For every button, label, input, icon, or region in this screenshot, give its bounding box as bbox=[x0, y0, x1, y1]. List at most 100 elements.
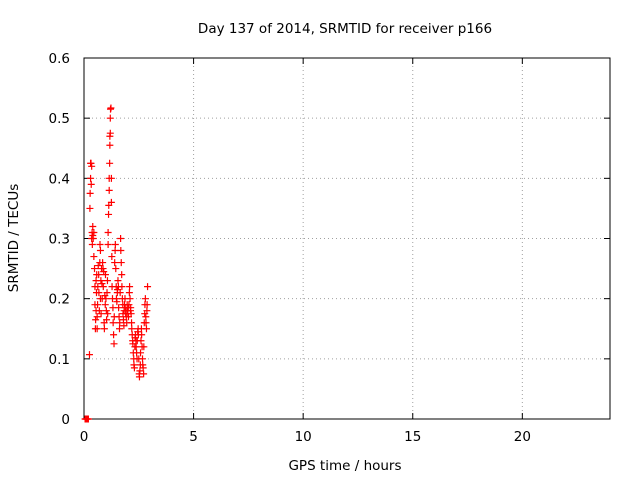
data-point bbox=[87, 174, 95, 182]
data-point bbox=[107, 174, 115, 182]
data-point bbox=[117, 259, 125, 267]
data-point bbox=[104, 228, 112, 236]
data-point bbox=[91, 265, 99, 273]
chart-title: Day 137 of 2014, SRMTID for receiver p16… bbox=[198, 21, 492, 37]
data-point bbox=[96, 247, 104, 255]
data-point bbox=[128, 325, 136, 333]
data-point bbox=[108, 253, 116, 261]
data-point bbox=[104, 241, 112, 249]
data-point bbox=[101, 301, 109, 309]
data-point bbox=[118, 271, 126, 279]
data-point bbox=[127, 310, 135, 318]
data-point bbox=[106, 159, 114, 167]
data-point bbox=[141, 295, 149, 303]
data-point bbox=[115, 304, 123, 312]
x-tick-label: 20 bbox=[514, 429, 531, 445]
data-point bbox=[126, 283, 134, 291]
data-point bbox=[88, 241, 96, 249]
data-point bbox=[106, 114, 114, 122]
data-point bbox=[135, 373, 143, 381]
y-tick-label: 0.2 bbox=[49, 292, 70, 308]
data-point bbox=[138, 331, 146, 339]
data-point bbox=[94, 262, 102, 270]
data-point bbox=[106, 129, 114, 137]
data-point bbox=[142, 313, 150, 321]
data-point bbox=[87, 180, 95, 188]
data-point bbox=[137, 337, 145, 345]
data-point bbox=[143, 307, 151, 315]
data-point bbox=[99, 265, 107, 273]
data-point bbox=[92, 316, 100, 324]
x-tick-label: 10 bbox=[295, 429, 312, 445]
data-point bbox=[125, 289, 133, 297]
data-point bbox=[87, 159, 95, 167]
data-point bbox=[137, 349, 145, 357]
data-point bbox=[115, 313, 123, 321]
data-point bbox=[95, 271, 103, 279]
data-point bbox=[88, 162, 96, 170]
data-point bbox=[114, 277, 122, 285]
data-point bbox=[98, 280, 106, 288]
data-point bbox=[127, 304, 135, 312]
grid bbox=[84, 58, 610, 419]
data-point bbox=[139, 355, 147, 363]
data-points bbox=[81, 104, 152, 423]
data-point bbox=[99, 259, 107, 267]
data-point bbox=[102, 307, 110, 315]
data-point bbox=[136, 367, 144, 375]
data-point bbox=[85, 351, 93, 359]
y-tick-label: 0.4 bbox=[49, 171, 70, 187]
data-point bbox=[86, 189, 94, 197]
data-point bbox=[118, 283, 126, 291]
data-point bbox=[111, 259, 119, 267]
data-point bbox=[143, 301, 151, 309]
data-point bbox=[97, 310, 105, 318]
data-point bbox=[116, 319, 124, 327]
x-axis-label: GPS time / hours bbox=[288, 458, 401, 474]
data-point bbox=[126, 295, 134, 303]
data-point bbox=[102, 295, 110, 303]
y-tick-label: 0.6 bbox=[49, 51, 70, 67]
y-tick-label: 0.1 bbox=[49, 352, 70, 368]
y-axis-label: SRMTID / TECUs bbox=[6, 184, 22, 292]
x-tick-label: 15 bbox=[404, 429, 421, 445]
data-point bbox=[105, 186, 113, 194]
data-point bbox=[109, 319, 117, 327]
data-point bbox=[94, 301, 102, 309]
data-point bbox=[103, 316, 111, 324]
data-point bbox=[90, 253, 98, 261]
data-point bbox=[84, 415, 92, 423]
x-tick-label: 0 bbox=[80, 429, 89, 445]
data-point bbox=[110, 331, 118, 339]
data-point bbox=[117, 235, 125, 242]
data-point bbox=[139, 364, 147, 372]
y-tick-label: 0.5 bbox=[49, 111, 70, 127]
data-point bbox=[93, 325, 101, 333]
data-point bbox=[101, 271, 109, 279]
data-point bbox=[105, 210, 113, 218]
data-point bbox=[107, 104, 115, 112]
y-tick-label: 0.3 bbox=[49, 232, 70, 248]
data-point bbox=[140, 370, 148, 378]
y-tick-label: 0 bbox=[61, 412, 70, 428]
data-point bbox=[89, 222, 97, 230]
data-point bbox=[107, 198, 115, 206]
data-point bbox=[90, 228, 98, 236]
data-point bbox=[116, 289, 124, 297]
data-point bbox=[106, 141, 114, 149]
data-point bbox=[104, 310, 112, 318]
data-point bbox=[89, 235, 97, 242]
data-point bbox=[111, 241, 119, 249]
data-point bbox=[144, 283, 152, 291]
data-point bbox=[110, 340, 118, 348]
data-point bbox=[142, 325, 150, 333]
data-point bbox=[97, 277, 105, 285]
data-point bbox=[117, 247, 125, 255]
data-point bbox=[86, 204, 94, 212]
data-point bbox=[142, 319, 150, 327]
data-point bbox=[113, 298, 121, 306]
data-point bbox=[103, 289, 111, 297]
x-tick-label: 5 bbox=[189, 429, 198, 445]
data-point bbox=[112, 265, 120, 273]
data-point bbox=[128, 319, 136, 327]
